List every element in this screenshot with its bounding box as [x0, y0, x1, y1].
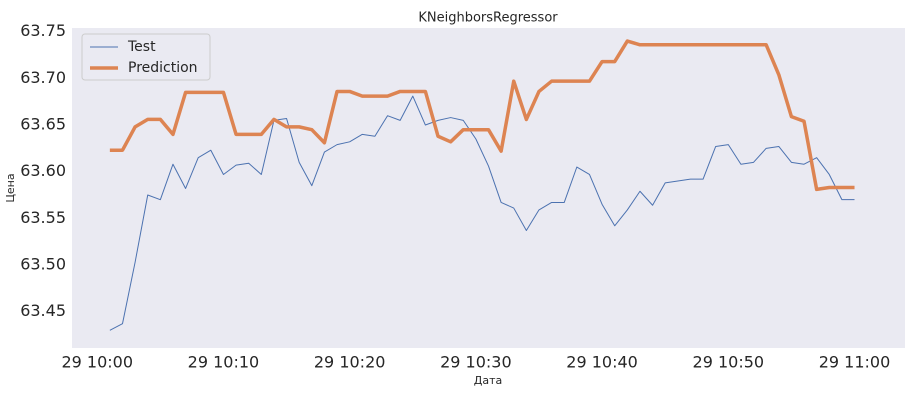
y-tick-label: 63.55: [20, 208, 66, 227]
x-tick-label: 29 10:20: [314, 353, 386, 372]
y-tick-label: 63.45: [20, 301, 66, 320]
x-tick-label: 29 10:00: [61, 353, 133, 372]
y-tick-label: 63.75: [20, 21, 66, 40]
legend-label: Test: [127, 39, 156, 55]
x-tick-label: 29 10:40: [566, 353, 638, 372]
y-tick-label: 63.50: [20, 254, 66, 273]
x-axis-label: Дата: [474, 374, 502, 387]
legend: Test Prediction: [81, 33, 211, 81]
x-tick-label: 29 10:10: [188, 353, 260, 372]
chart-title: KNeighborsRegressor: [418, 11, 558, 26]
series-line: [109, 39, 855, 192]
plot-area: [72, 28, 905, 348]
legend-label: Prediction: [128, 60, 198, 76]
y-axis-label: Цена: [4, 173, 17, 202]
x-tick-label: 29 10:30: [440, 353, 512, 372]
x-tick-label: 29 10:50: [693, 353, 765, 372]
series-line: [109, 95, 855, 331]
x-tick-label: 29 11:00: [819, 353, 891, 372]
y-tick-label: 63.60: [20, 161, 66, 180]
y-tick-label: 63.65: [20, 115, 66, 134]
y-tick-label: 63.70: [20, 68, 66, 87]
